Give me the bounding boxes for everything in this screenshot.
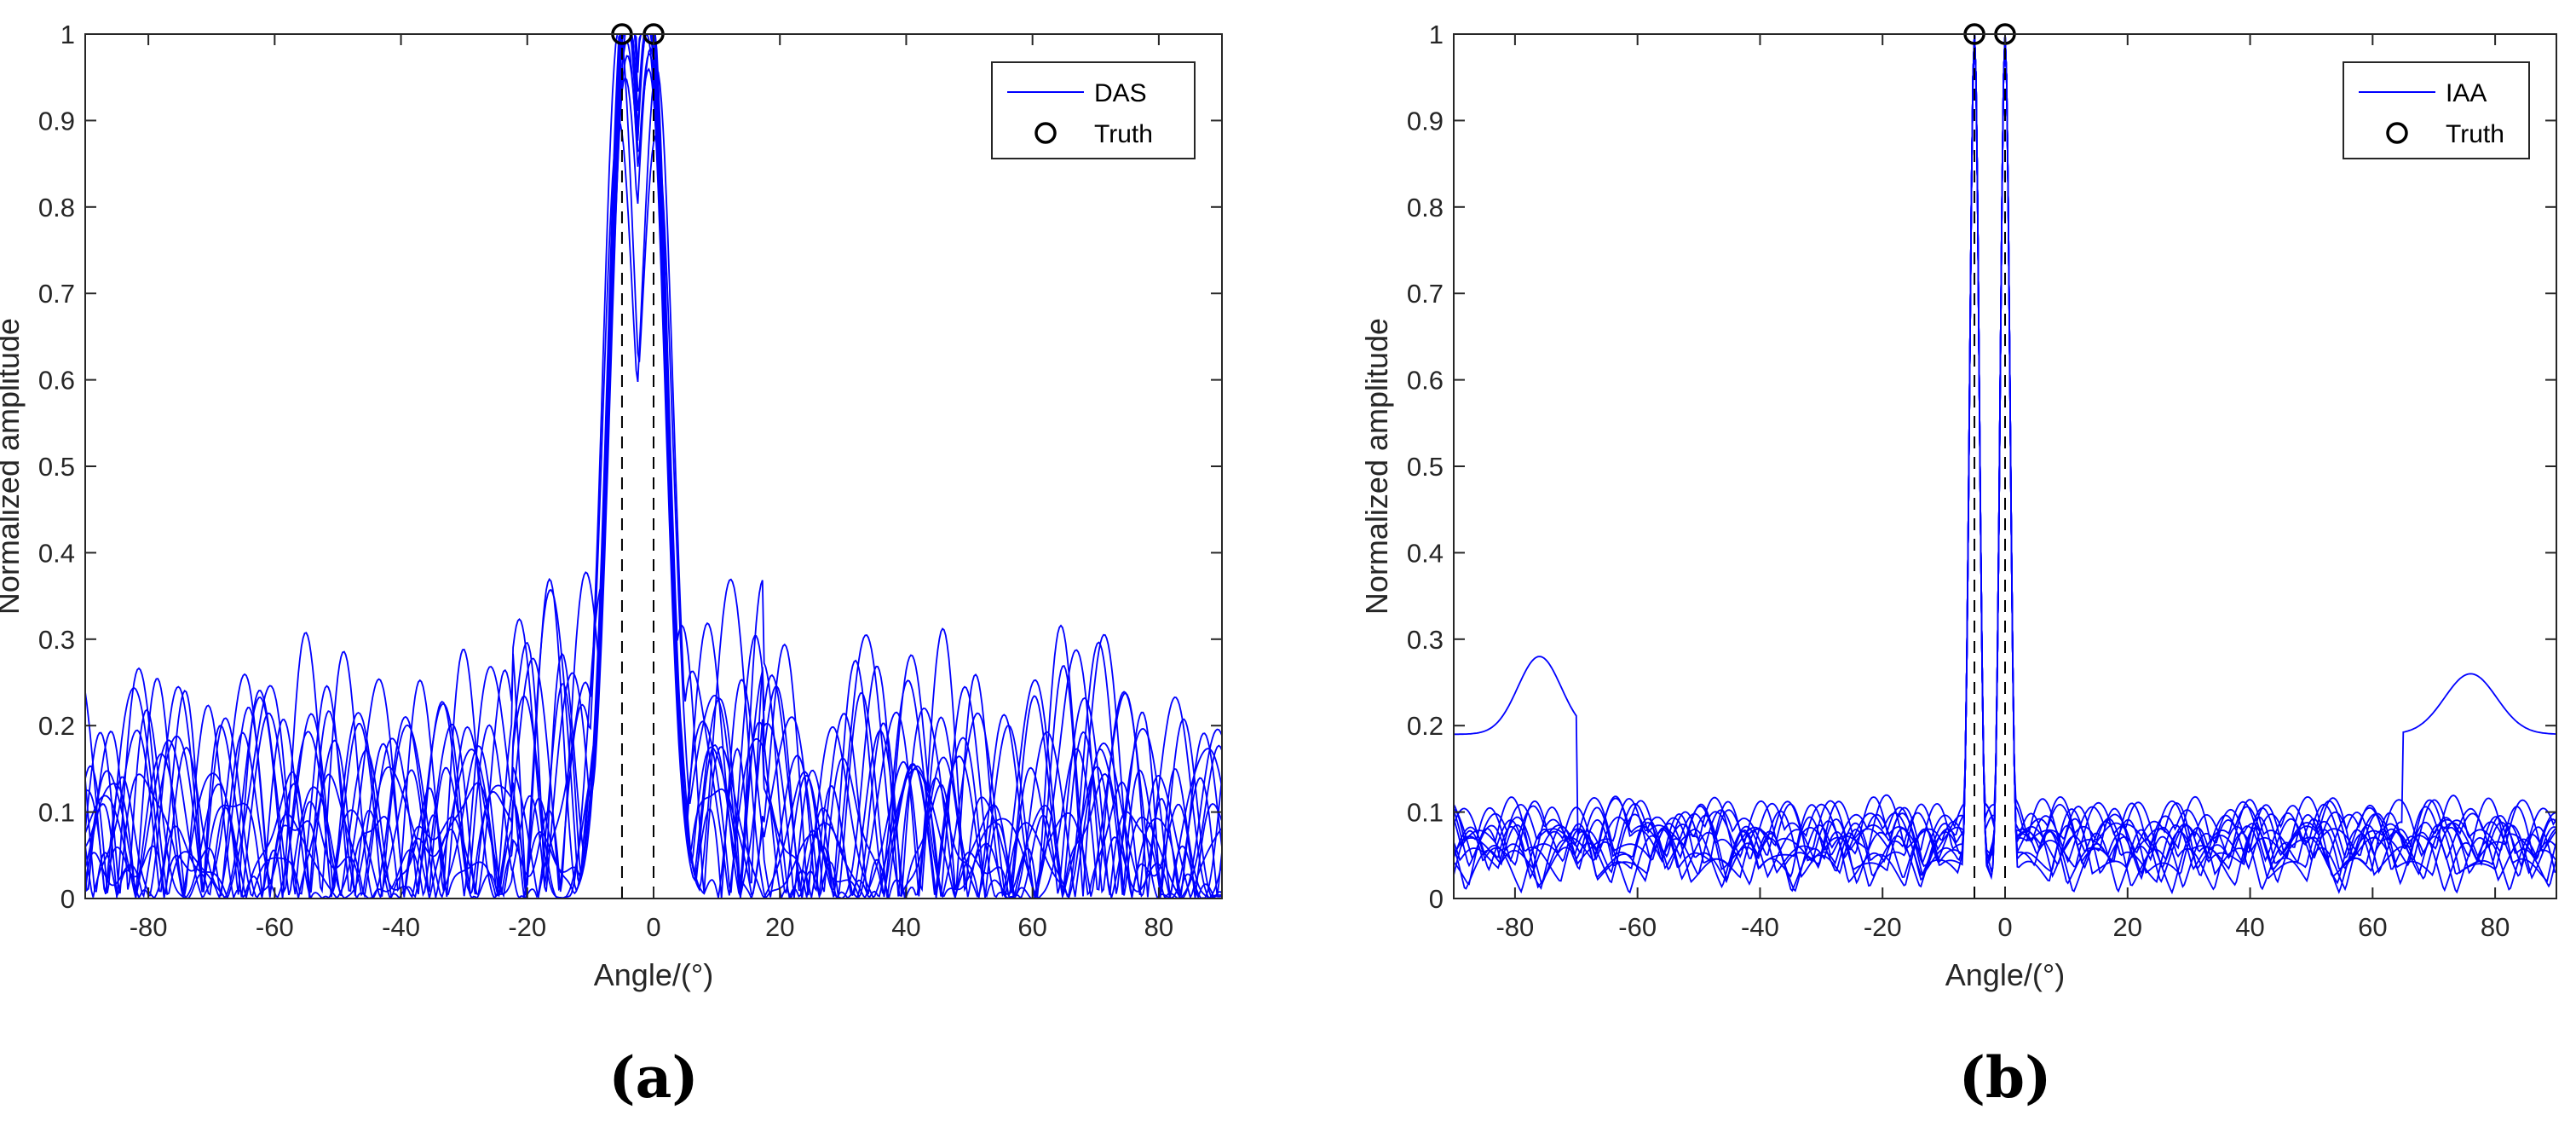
legend-label-truth-b: Truth	[2446, 120, 2504, 148]
series-line-trial-7	[1454, 34, 2556, 886]
series-line-trial-12	[1454, 34, 2556, 895]
x-tick-label: -20	[508, 912, 546, 942]
series-line-trial-12	[85, 34, 1222, 899]
y-tick-label: 0.3	[38, 625, 75, 655]
y-tick-label: 0.2	[1407, 711, 1444, 741]
x-tick-label: -60	[1618, 912, 1657, 942]
y-tick-label: 0.7	[1407, 279, 1444, 309]
series-line-trial-2	[85, 34, 1222, 899]
y-tick-label: 0.6	[1407, 366, 1444, 396]
truth-lines-a	[620, 34, 654, 899]
panel-label-b: (b)	[1959, 1044, 2052, 1111]
x-tick-label: 40	[891, 912, 920, 942]
x-tick-label: 80	[2481, 912, 2510, 942]
x-tick-label: -40	[1741, 912, 1779, 942]
y-tick-label: 0	[1429, 884, 1444, 914]
x-tick-label: -80	[130, 912, 168, 942]
y-tick-label: 0.7	[38, 279, 75, 309]
series-line-trial-2	[1454, 34, 2556, 893]
y-tick-label: 0.4	[38, 538, 75, 568]
legend-label-iaa: IAA	[2446, 79, 2487, 107]
y-tick-label: 0.4	[1407, 538, 1444, 568]
ticks-a: -80 -60 -40 -20 0 20 40 60 80 0 0.1 0.2 0.3 0.4 0.5 0.6…	[38, 20, 1222, 942]
x-tick-label: 60	[1017, 912, 1046, 942]
x-tick-label: -80	[1495, 912, 1534, 942]
x-tick-label: 0	[646, 912, 660, 942]
x-axis-label-b: Angle/(°)	[1945, 957, 2065, 992]
x-tick-label: 80	[1144, 912, 1173, 942]
y-tick-label: 0	[61, 884, 75, 914]
legend-box-a	[991, 61, 1196, 159]
series-line-trial-9	[85, 34, 1222, 899]
legend-label-das: DAS	[1094, 79, 1147, 107]
series-line-trial-5	[1454, 34, 2556, 894]
chart-panel-a: -80 -60 -40 -20 0 20 40 60 80 0 0.1 0.2 0.3 0.4 0.5 0.6…	[0, 20, 1223, 1111]
x-tick-label: 0	[1997, 912, 2012, 942]
x-tick-label: 20	[2113, 912, 2142, 942]
series-line-trial-6	[1454, 34, 2556, 894]
series-line-trial-3	[1454, 34, 2556, 893]
y-tick-label: 0.8	[1407, 193, 1444, 222]
panel-label-a: (a)	[608, 1044, 698, 1111]
y-tick-label: 1	[1429, 20, 1444, 49]
y-tick-label: 0.8	[38, 193, 75, 222]
y-axis-label-b: Normalized amplitude	[1359, 318, 1394, 615]
series-layer-b	[1454, 34, 2556, 895]
truth-lines-b	[1974, 34, 2006, 899]
ticks-b: -80 -60 -40 -20 0 20 40 60 80 0 0.1 0.2 0.3 0.4 0.5 0.6…	[1407, 20, 2556, 942]
y-tick-label: 0.3	[1407, 625, 1444, 655]
y-tick-label: 0.9	[1407, 106, 1444, 136]
legend-circle-marker-a	[1034, 122, 1057, 144]
x-tick-label: -20	[1864, 912, 1902, 942]
series-line-trial-10	[1454, 34, 2556, 893]
series-line-trial-9	[1454, 34, 2556, 890]
legend-circle-marker-b	[2386, 122, 2408, 144]
legend-label-truth-a: Truth	[1094, 120, 1153, 148]
y-tick-label: 0.6	[38, 366, 75, 396]
x-tick-label: 20	[765, 912, 794, 942]
legend-box-b	[2343, 61, 2530, 159]
y-tick-label: 0.5	[38, 452, 75, 482]
y-tick-label: 0.5	[1407, 452, 1444, 482]
y-tick-label: 0.1	[1407, 798, 1444, 828]
x-tick-label: 40	[2235, 912, 2264, 942]
y-tick-label: 0.2	[38, 711, 75, 741]
y-tick-label: 0.9	[38, 106, 75, 136]
x-axis-label-a: Angle/(°)	[594, 957, 713, 992]
y-axis-label-a: Normalized amplitude	[0, 318, 26, 615]
x-tick-label: -40	[382, 912, 420, 942]
chart-panel-b: -80 -60 -40 -20 0 20 40 60 80 0 0.1 0.2 0.3 0.4 0.5 0.6…	[1359, 20, 2557, 1111]
y-tick-label: 1	[61, 20, 75, 49]
x-tick-label: 60	[2358, 912, 2387, 942]
legend-a: DAS Truth	[991, 61, 1196, 159]
y-tick-label: 0.1	[38, 798, 75, 828]
legend-b: IAA Truth	[2343, 61, 2530, 159]
series-line-trial-11	[1454, 34, 2556, 884]
x-tick-label: -60	[256, 912, 294, 942]
